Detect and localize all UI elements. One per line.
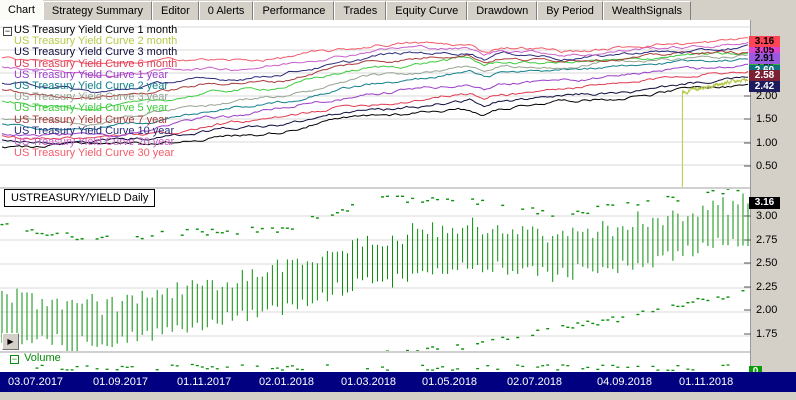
tab-drawdown[interactable]: Drawdown — [467, 1, 538, 20]
date-tick-label: 04.09.2018 — [597, 376, 653, 388]
volume-label-text: Volume — [24, 352, 61, 364]
legend-item-label: US Treasury Yield Curve 1 month — [14, 24, 178, 36]
scroll-right-button[interactable]: ▶ — [2, 333, 19, 350]
price-tick-label: 2.00 — [756, 90, 778, 102]
date-tick-label: 02.01.2018 — [259, 376, 315, 388]
price-tick-label: 2.75 — [756, 234, 778, 246]
tab-performance[interactable]: Performance — [253, 1, 335, 20]
price-tick-label: 2.00 — [756, 304, 778, 316]
collapse-volume-icon[interactable]: − — [10, 354, 19, 364]
legend-item-label: US Treasury Yield Curve 5 year — [14, 102, 169, 115]
price-chip: 2.42 — [749, 81, 780, 92]
yield-curve-legend: − US Treasury Yield Curve 1 month US Treas… — [3, 24, 178, 160]
legend-item-label: US Treasury Yield Curve 6 month — [14, 57, 178, 70]
date-tick-label: 01.11.2018 — [679, 376, 734, 388]
date-axis: 03.07.2017 01.09.2017 01.11.2017 02.01.2018… — [0, 372, 796, 392]
tab-bar: Chart Strategy Summary Editor 0 Alerts Perfo… — [0, 0, 796, 20]
price-tick-label: 0.50 — [756, 160, 778, 172]
volume-label: − Volume — [10, 352, 61, 364]
price-tick-label: 3.00 — [756, 210, 778, 222]
legend-item-label: US Treasury Yield Curve 1 year — [14, 68, 169, 81]
tab-by-period[interactable]: By Period — [537, 1, 603, 20]
tab-trades[interactable]: Trades — [334, 1, 387, 20]
legend-item-1-month[interactable]: − US Treasury Yield Curve 1 month — [3, 24, 178, 36]
collapse-legend-icon[interactable]: − — [3, 26, 12, 36]
date-tick-label: 01.11.2017 — [177, 376, 232, 388]
price-tick-label: 2.50 — [756, 257, 778, 269]
price-chip: 3.16 — [749, 36, 780, 47]
date-tick-label: 01.05.2018 — [422, 376, 478, 388]
legend-item-30-year[interactable]: US Treasury Yield Curve 30 year — [3, 147, 177, 160]
tab-0-alerts[interactable]: 0 Alerts — [198, 1, 254, 20]
legend-item-label: US Treasury Yield Curve 3 month — [14, 46, 178, 59]
legend-item-label: US Treasury Yield Curve 30 year — [14, 147, 175, 160]
date-tick-label: 01.09.2017 — [93, 376, 149, 388]
price-tick-label: 1.00 — [756, 137, 778, 149]
tab-equity-curve[interactable]: Equity Curve — [386, 1, 468, 20]
tab-wealthsignals[interactable]: WealthSignals — [602, 1, 692, 20]
bottom-strip — [0, 392, 796, 400]
tab-chart[interactable]: Chart — [0, 0, 43, 20]
legend-item-label: US Treasury Yield Curve 20 year — [14, 135, 175, 148]
legend-item-label: US Treasury Yield Curve 10 year — [14, 124, 175, 137]
symbol-label: USTREASURY/YIELD Daily — [4, 189, 156, 207]
price-tick-label: 2.25 — [756, 281, 778, 293]
legend-item-label: US Treasury Yield Curve 2 month — [14, 35, 178, 48]
legend-item-label: US Treasury Yield Curve 2 year — [14, 79, 169, 92]
price-chip: 3.05 — [749, 45, 780, 56]
price-chip: 3.16 — [749, 197, 780, 209]
legend-item-label: US Treasury Yield Curve 3 year — [14, 91, 169, 104]
legend-item-label: US Treasury Yield Curve 7 year — [14, 113, 169, 126]
date-tick-label: 03.07.2017 — [8, 376, 64, 388]
tab-strategy-summary[interactable]: Strategy Summary — [42, 1, 152, 20]
price-tick-label: 1.75 — [756, 328, 778, 340]
price-chip: 2.91 — [749, 53, 780, 64]
price-chip: 2.58 — [749, 70, 780, 81]
tab-editor[interactable]: Editor — [152, 1, 199, 20]
date-tick-label: 01.03.2018 — [341, 376, 397, 388]
price-axis: 2.00 1.50 1.00 0.50 3.00 2.75 2.50 2.25 2.00 1.75… — [749, 20, 796, 378]
price-tick-label: 1.50 — [756, 113, 778, 125]
date-tick-label: 02.07.2018 — [507, 376, 563, 388]
